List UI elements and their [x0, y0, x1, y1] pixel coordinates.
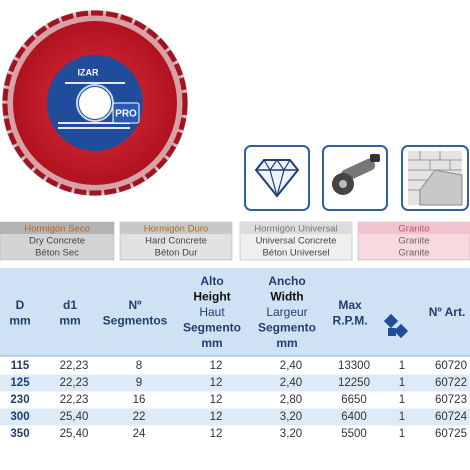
column-header: Width: [270, 290, 303, 304]
material-label: Granite: [398, 236, 429, 247]
material-label: Universal Concrete: [256, 236, 337, 247]
table-cell: 12: [210, 428, 223, 440]
column-header: D: [16, 298, 25, 312]
table-cell: 12: [210, 411, 223, 423]
table-cell: 1: [399, 377, 405, 389]
material-label: Hormigón Seco: [24, 224, 89, 235]
column-header: mm: [276, 336, 297, 350]
header-icon: [383, 313, 409, 339]
row-header: 350: [10, 428, 29, 440]
material-label: Granite: [398, 248, 429, 259]
header-background: [0, 268, 470, 356]
icon-grinder: [322, 145, 388, 211]
table-cell: 1: [399, 428, 405, 440]
row-header: 115: [11, 360, 30, 372]
row-header: 125: [10, 377, 30, 389]
row-header: 230: [10, 394, 29, 406]
material-label: Dry Concrete: [29, 236, 85, 247]
material-strip: [240, 222, 352, 234]
table-cell: 60723: [435, 394, 467, 406]
table-cell: 12: [210, 394, 223, 406]
table-cell: 22: [133, 411, 146, 423]
row-band: [0, 408, 470, 426]
table-cell: 2,40: [280, 360, 302, 372]
column-header: Segmentos: [103, 314, 168, 328]
table-cell: 22,23: [60, 360, 89, 372]
table-cell: 1: [399, 394, 405, 406]
table-cell: 1: [399, 411, 405, 423]
material-label: Hormigón Duro: [144, 224, 208, 235]
row-band: [0, 374, 470, 392]
badge: PRO: [115, 109, 137, 120]
table-cell: 3,20: [280, 428, 302, 440]
material-label: Hormigón Universal: [254, 224, 337, 235]
table-cell: 60722: [435, 377, 467, 389]
column-header: Segmento: [183, 321, 241, 335]
table-cell: 2,80: [280, 394, 302, 406]
table-cell: 22,23: [60, 377, 89, 389]
table-cell: 12: [210, 377, 223, 389]
column-header: Nº: [128, 298, 142, 312]
table-cell: 5500: [341, 428, 367, 440]
table-cell: 22,23: [60, 394, 89, 406]
material-label: Béton Universel: [262, 248, 329, 259]
material-label: Béton Sec: [35, 248, 79, 259]
table-cell: 6650: [341, 394, 367, 406]
column-header: mm: [59, 314, 80, 328]
column-header: Ancho: [268, 274, 305, 288]
column-header: Haut: [199, 305, 225, 319]
table-cell: 12250: [338, 377, 370, 389]
column-header: mm: [9, 314, 30, 328]
material-label: Granito: [398, 224, 429, 235]
material-strip: [0, 222, 114, 234]
table-cell: 8: [136, 360, 142, 372]
column-header: mm: [201, 336, 222, 350]
table-cell: 3,20: [280, 411, 302, 423]
column-header: Height: [193, 290, 230, 304]
row-header: 300: [10, 411, 29, 423]
table-cell: 24: [133, 428, 146, 440]
blade-image: PRO IZAR: [2, 10, 188, 196]
table-cell: 25,40: [60, 411, 89, 423]
column-header: R.P.M.: [332, 314, 367, 328]
material-strip: [120, 222, 232, 234]
table-cell: 25,40: [60, 428, 89, 440]
icon-wall: [401, 145, 469, 211]
table-cell: 60720: [435, 360, 467, 372]
table-cell: 9: [136, 377, 142, 389]
brand: IZAR: [78, 67, 99, 77]
column-header: Nº Art.: [429, 305, 466, 319]
table-cell: 12: [210, 360, 223, 372]
column-header: d1: [63, 298, 77, 312]
column-header: Largeur: [266, 305, 307, 319]
column-header: Alto: [200, 274, 223, 288]
table-cell: 60724: [435, 411, 468, 423]
table-cell: 1: [399, 360, 405, 372]
table-cell: 16: [133, 394, 146, 406]
material-label: Hard Concrete: [145, 236, 207, 247]
table-cell: 6400: [341, 411, 367, 423]
column-header: Segmento: [258, 321, 316, 335]
material-strip: [358, 222, 470, 234]
table-cell: 2,40: [280, 377, 302, 389]
column-header: Max: [338, 298, 362, 312]
material-label: Béton Dur: [155, 248, 198, 259]
icon-diamond: [244, 145, 310, 211]
table-cell: 13300: [338, 360, 370, 372]
table-cell: 60725: [435, 428, 467, 440]
